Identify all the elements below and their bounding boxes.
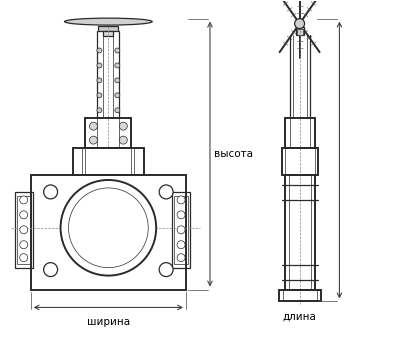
Ellipse shape xyxy=(64,18,152,25)
Circle shape xyxy=(97,93,102,98)
Circle shape xyxy=(20,211,28,219)
Circle shape xyxy=(177,241,185,249)
Circle shape xyxy=(115,93,120,98)
Circle shape xyxy=(90,122,98,130)
Circle shape xyxy=(97,63,102,68)
Circle shape xyxy=(44,185,58,199)
Circle shape xyxy=(295,19,304,29)
Circle shape xyxy=(115,48,120,53)
Circle shape xyxy=(20,254,28,262)
Circle shape xyxy=(20,226,28,234)
Bar xyxy=(285,175,314,290)
Circle shape xyxy=(115,108,120,113)
Circle shape xyxy=(97,78,102,83)
Bar xyxy=(174,196,188,264)
Text: высота: высота xyxy=(214,149,253,159)
Circle shape xyxy=(115,63,120,68)
Circle shape xyxy=(119,122,127,130)
Bar xyxy=(103,30,113,36)
Circle shape xyxy=(90,136,98,144)
Bar xyxy=(297,29,302,35)
Circle shape xyxy=(119,136,127,144)
Circle shape xyxy=(97,108,102,113)
Bar xyxy=(296,27,304,35)
Circle shape xyxy=(159,185,173,199)
Bar xyxy=(31,175,186,290)
Circle shape xyxy=(68,188,148,267)
Bar xyxy=(98,26,118,30)
Circle shape xyxy=(177,254,185,262)
Bar xyxy=(279,290,320,301)
Circle shape xyxy=(20,196,28,204)
Bar xyxy=(283,290,316,301)
Circle shape xyxy=(97,48,102,53)
Circle shape xyxy=(115,78,120,83)
Bar xyxy=(15,192,33,267)
Bar xyxy=(17,196,31,264)
Text: ширина: ширина xyxy=(87,317,130,327)
Circle shape xyxy=(159,263,173,276)
Bar xyxy=(172,192,190,267)
Circle shape xyxy=(60,180,156,275)
Circle shape xyxy=(44,263,58,276)
Circle shape xyxy=(177,196,185,204)
Circle shape xyxy=(20,241,28,249)
Circle shape xyxy=(177,211,185,219)
Circle shape xyxy=(177,226,185,234)
Text: длина: длина xyxy=(283,311,316,321)
